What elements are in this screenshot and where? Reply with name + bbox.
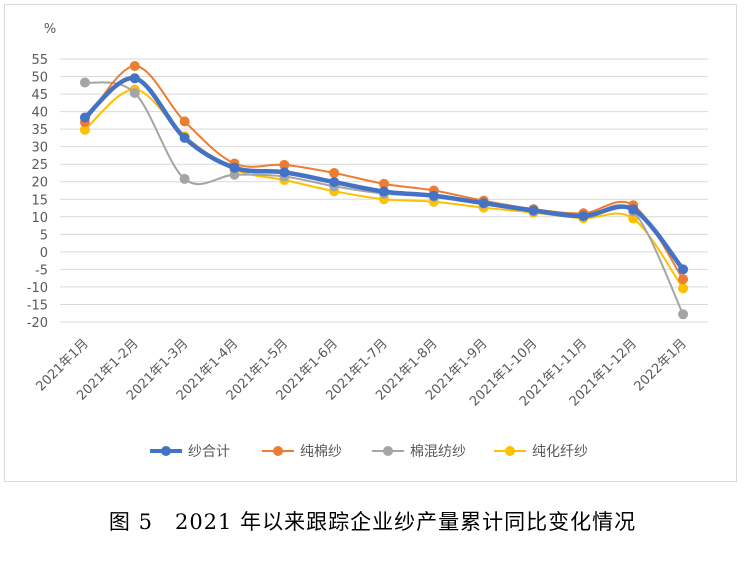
data-point	[279, 159, 290, 170]
data-point	[329, 177, 340, 188]
legend-item: 纯棉纱	[262, 443, 342, 460]
y-tick-label: -15	[27, 298, 48, 313]
chart-frame	[4, 4, 737, 482]
data-point	[329, 167, 340, 178]
legend-item: 纯化纤纱	[494, 444, 588, 460]
data-point	[678, 264, 689, 275]
figure-caption: 图 5 2021 年以来跟踪企业纱产量累计同比变化情况	[108, 510, 637, 534]
data-point	[79, 112, 90, 123]
data-point	[129, 88, 140, 99]
legend-marker	[383, 446, 393, 456]
legend-label: 纱合计	[188, 444, 230, 460]
y-tick-label: 35	[31, 123, 48, 138]
data-point	[678, 283, 689, 294]
y-tick-label: 30	[31, 141, 48, 156]
data-point	[628, 204, 639, 215]
y-tick-label: 50	[31, 71, 48, 86]
data-point	[428, 190, 439, 201]
data-point	[129, 61, 140, 72]
data-point	[179, 173, 190, 184]
y-tick-label: -5	[35, 263, 48, 278]
data-point	[179, 116, 190, 127]
data-point	[279, 167, 290, 178]
legend-label: 棉混纺纱	[410, 443, 466, 460]
y-tick-label: -10	[27, 281, 48, 296]
data-point	[379, 178, 389, 189]
legend-item: 纱合计	[150, 444, 230, 460]
y-tick-label: 20	[31, 176, 48, 191]
y-tick-label: 45	[31, 88, 48, 103]
legend-marker	[505, 446, 515, 456]
data-point	[628, 213, 639, 224]
y-tick-label: 0	[40, 246, 48, 261]
data-point	[528, 205, 539, 216]
y-axis-unit-label: %	[44, 22, 56, 37]
data-point	[79, 77, 90, 88]
series-lines	[79, 61, 689, 320]
legend-label: 纯化纤纱	[532, 444, 588, 460]
y-tick-label: 25	[31, 158, 48, 173]
data-point	[578, 211, 589, 222]
series-3	[79, 77, 689, 320]
series-1	[79, 73, 689, 275]
legend-marker	[161, 446, 171, 456]
data-point	[179, 132, 190, 143]
data-point	[229, 169, 240, 180]
data-point	[229, 162, 240, 173]
x-axis-ticks: 2021年1月2021年1-2月2021年1-3月2021年1-4月2021年1…	[34, 336, 690, 409]
data-point	[129, 73, 140, 84]
y-tick-label: 40	[31, 106, 48, 121]
legend: 纱合计 纯棉纱 棉混纺纱 纯化纤纱	[150, 443, 588, 460]
y-tick-label: 15	[31, 193, 48, 208]
y-tick-label: 5	[40, 228, 48, 243]
y-tick-label: 10	[31, 211, 48, 226]
legend-label: 纯棉纱	[300, 443, 342, 460]
y-tick-label: -20	[27, 316, 48, 331]
legend-marker	[273, 446, 283, 456]
data-point	[379, 186, 389, 197]
data-point	[678, 274, 689, 285]
data-point	[79, 124, 90, 135]
series-line	[83, 65, 685, 281]
data-point	[478, 198, 489, 209]
series-line	[82, 76, 686, 272]
y-tick-label: 55	[31, 53, 48, 68]
data-point	[678, 309, 689, 320]
x-tick-label: 2022年1月	[632, 336, 690, 394]
legend-item: 棉混纺纱	[372, 443, 466, 460]
